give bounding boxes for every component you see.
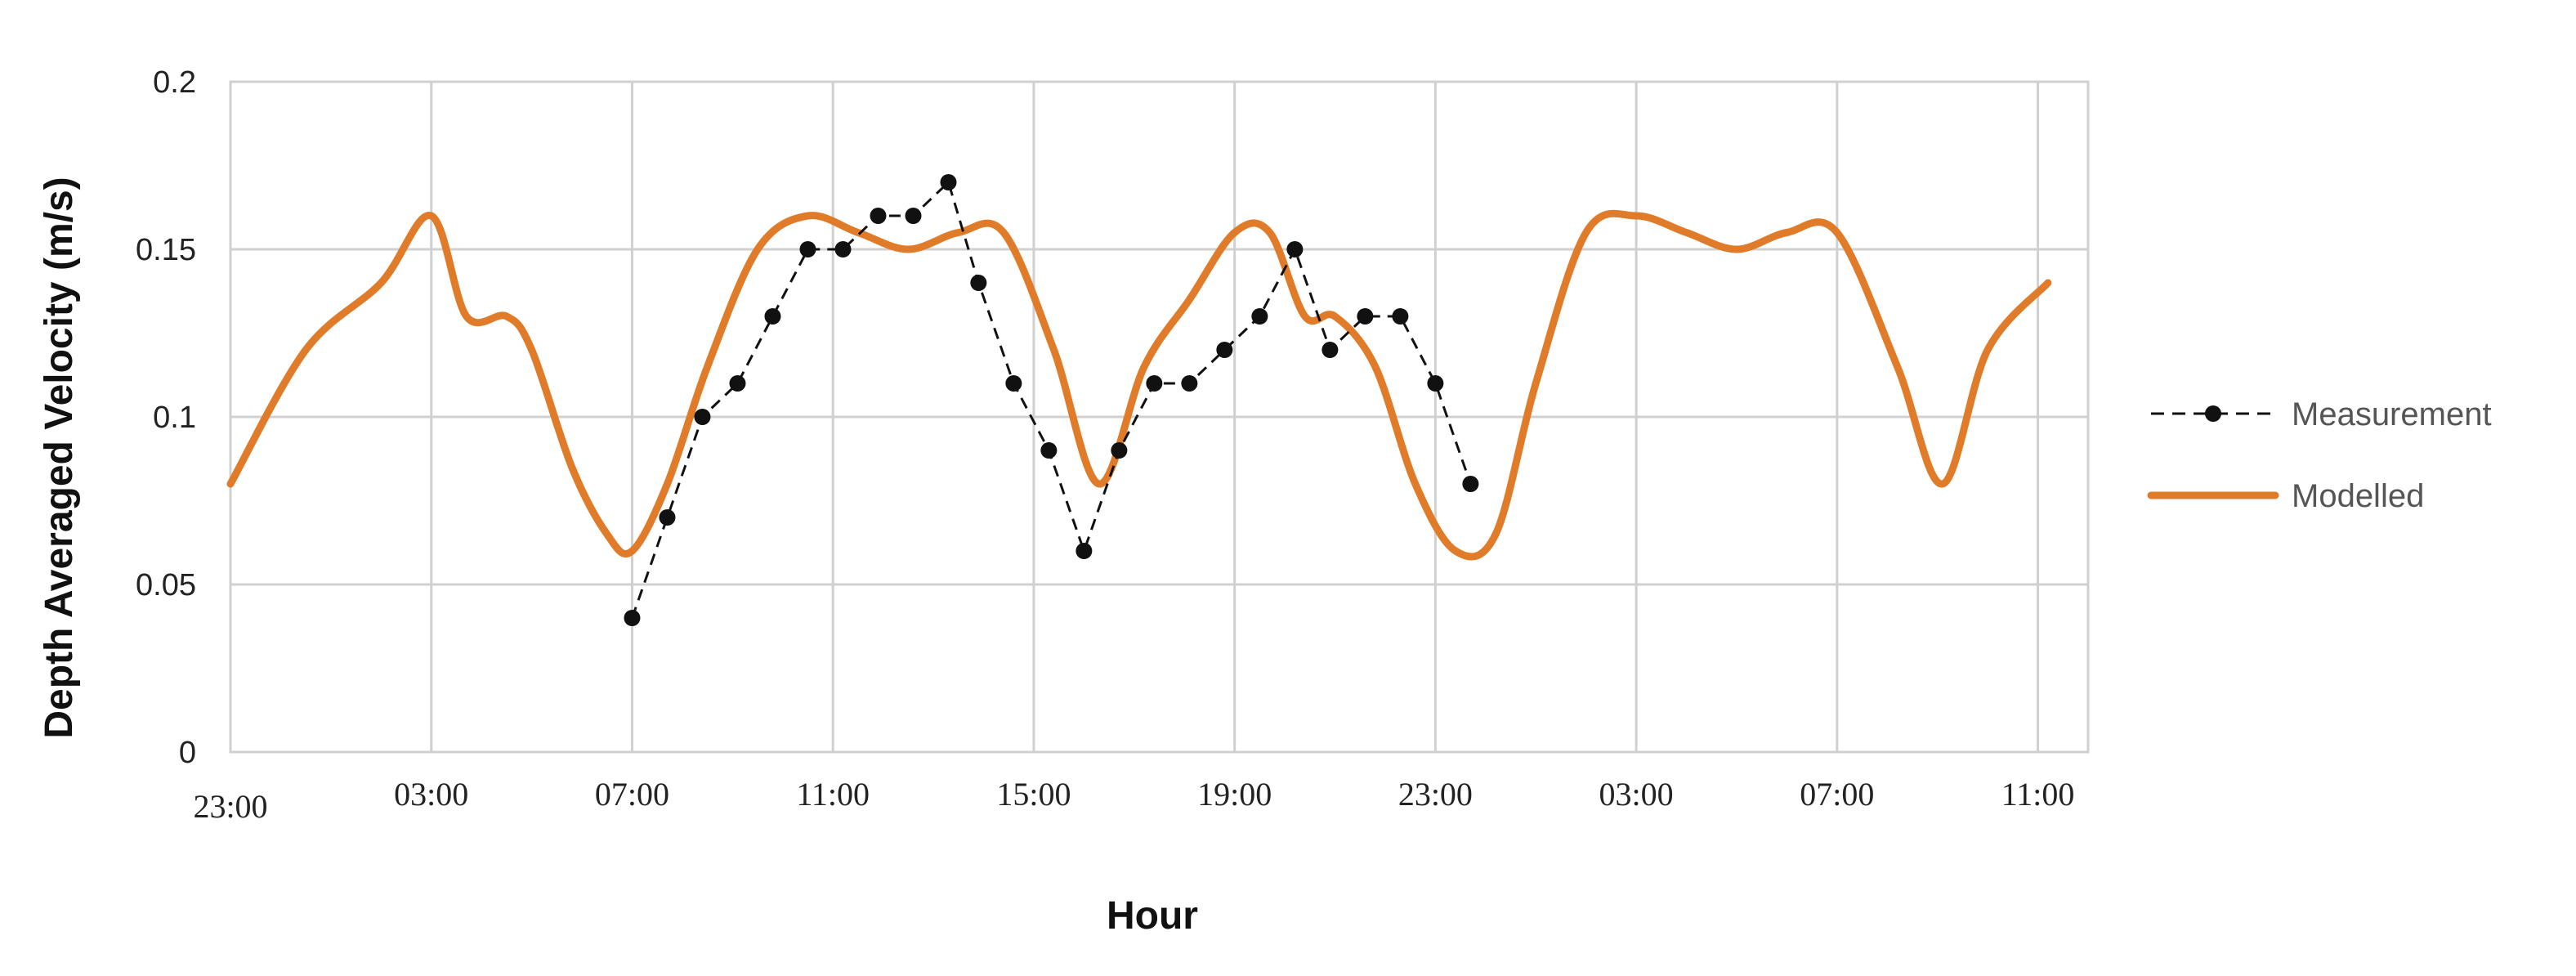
legend: Measurement Modelled [2147, 396, 2492, 514]
x-tick-label: 23:00 [193, 788, 267, 825]
legend-measurement-marker [2205, 405, 2221, 422]
measurement-point [905, 208, 922, 224]
measurement-point [764, 308, 781, 325]
x-tick-label: 19:00 [1197, 776, 1272, 813]
measurement-point [624, 610, 641, 626]
legend-label-measurement: Measurement [2292, 396, 2492, 432]
y-tick-label: 0.05 [136, 568, 196, 602]
grid [229, 80, 2090, 754]
measurement-point [1322, 342, 1339, 358]
legend-label-modelled: Modelled [2292, 478, 2424, 514]
x-tick-label: 11:00 [796, 776, 870, 813]
series-line-modelled [226, 209, 2052, 561]
measurement-point [1040, 442, 1058, 459]
series-layer [226, 174, 2052, 626]
measurement-point [729, 375, 746, 392]
measurement-point [1251, 308, 1268, 325]
y-tick-label: 0.1 [153, 401, 196, 435]
measurement-point [659, 509, 676, 526]
measurement-point [1357, 308, 1374, 325]
x-tick-label: 03:00 [394, 776, 468, 813]
measurement-point [799, 241, 816, 257]
y-tick-label: 0.2 [153, 65, 196, 100]
measurement-point [940, 174, 957, 190]
y-tick-label: 0.15 [136, 233, 196, 267]
x-tick-labels: 23:00 03:00 07:00 11:00 15:00 19:00 23:00 03:00… [193, 776, 2074, 825]
x-axis-title: Hour [1107, 894, 1198, 938]
x-tick-label: 23:00 [1398, 776, 1473, 813]
measurement-point [1146, 375, 1163, 392]
measurement-point [694, 409, 711, 425]
x-tick-label: 15:00 [996, 776, 1071, 813]
y-tick-label: 0 [179, 736, 196, 770]
x-tick-label: 03:00 [1599, 776, 1674, 813]
y-axis-title: Depth Averaged Velocity (m/s) [38, 177, 81, 738]
measurement-point [1111, 442, 1128, 459]
measurement-point [970, 275, 987, 291]
y-tick-labels: 0 0.05 0.1 0.15 0.2 [136, 65, 196, 770]
measurement-point [1392, 308, 1409, 325]
x-tick-label: 07:00 [595, 776, 669, 813]
measurement-point [1427, 375, 1444, 392]
measurement-point [1005, 375, 1022, 392]
x-tick-label: 11:00 [2001, 776, 2075, 813]
measurement-point [1216, 342, 1233, 358]
measurement-point [1181, 375, 1198, 392]
measurement-point [870, 208, 887, 224]
measurement-point [834, 241, 852, 257]
measurement-point [1286, 241, 1304, 257]
x-tick-label: 07:00 [1800, 776, 1874, 813]
measurement-point [1076, 543, 1093, 559]
measurement-point [1462, 476, 1479, 492]
